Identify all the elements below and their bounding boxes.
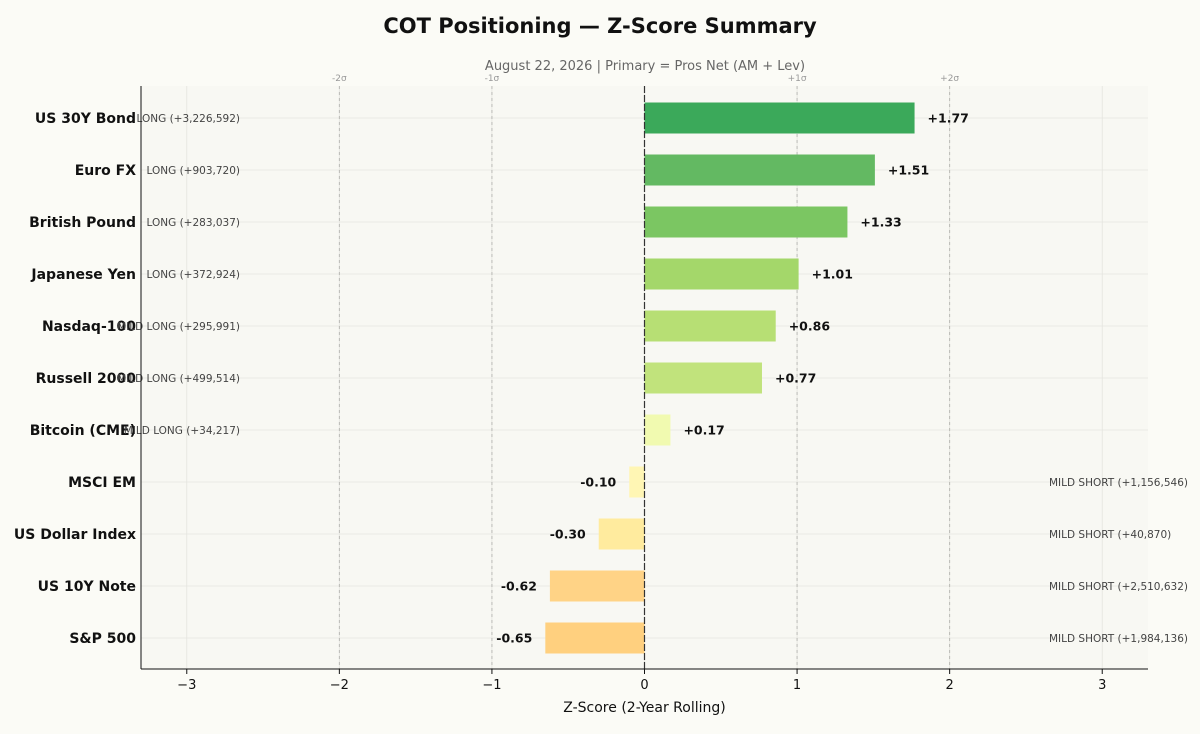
value-label: +1.01 [812,267,853,282]
position-label: LONG (+3,226,592) [137,113,241,125]
bar [644,102,915,134]
position-label: MILD LONG (+499,514) [117,373,240,385]
bar [545,622,645,654]
x-tick-label: −2 [330,678,349,693]
category-label: US 10Y Note [38,579,136,595]
position-label: MILD SHORT (+40,870) [1049,529,1171,541]
value-label: +0.86 [789,319,831,334]
category-label: Russell 2000 [36,371,137,387]
x-tick-label: −3 [177,678,196,693]
value-label: +1.77 [928,111,969,126]
sigma-label: -1σ [485,74,500,84]
position-label: MILD LONG (+34,217) [124,425,240,437]
category-label: MSCI EM [68,475,136,491]
bar [644,362,762,394]
value-label: +1.51 [888,163,929,178]
sigma-label: -2σ [332,74,347,84]
category-label: Euro FX [75,163,136,179]
value-label: -0.30 [550,527,586,542]
bar [644,414,671,446]
sigma-label: +2σ [940,74,959,84]
category-label: Bitcoin (CME) [30,423,136,439]
x-tick-label: 0 [640,678,648,693]
value-label: +0.77 [775,371,816,386]
position-label: MILD SHORT (+2,510,632) [1049,581,1188,593]
position-label: MILD SHORT (+1,156,546) [1049,477,1188,489]
bar [629,466,645,498]
bar [644,206,848,238]
value-label: -0.10 [580,475,616,490]
x-tick-label: −1 [482,678,501,693]
bar [644,154,875,186]
position-label: MILD LONG (+295,991) [117,321,240,333]
value-label: -0.65 [496,631,532,646]
x-tick-label: 2 [946,678,954,693]
bar [644,258,799,290]
chart-subtitle: August 22, 2026 | Primary = Pros Net (AM… [484,59,806,74]
position-label: LONG (+283,037) [147,217,240,229]
position-label: LONG (+903,720) [147,165,240,177]
chart-title: COT Positioning — Z-Score Summary [383,14,817,38]
value-label: +0.17 [683,423,724,438]
x-axis-label: Z-Score (2-Year Rolling) [563,700,725,716]
category-label: Japanese Yen [30,267,136,283]
value-label: +1.33 [860,215,901,230]
category-label: US 30Y Bond [35,111,136,127]
category-label: S&P 500 [69,631,136,647]
bar [598,518,645,550]
value-label: -0.62 [501,579,537,594]
sigma-label: +1σ [788,74,807,84]
x-tick-label: 3 [1098,678,1106,693]
position-label: MILD SHORT (+1,984,136) [1049,633,1188,645]
bar [644,310,776,342]
bar [549,570,645,602]
category-label: US Dollar Index [14,527,136,543]
position-label: LONG (+372,924) [147,269,240,281]
category-label: British Pound [29,215,136,231]
category-label: Nasdaq-100 [42,319,136,335]
x-tick-label: 1 [793,678,801,693]
